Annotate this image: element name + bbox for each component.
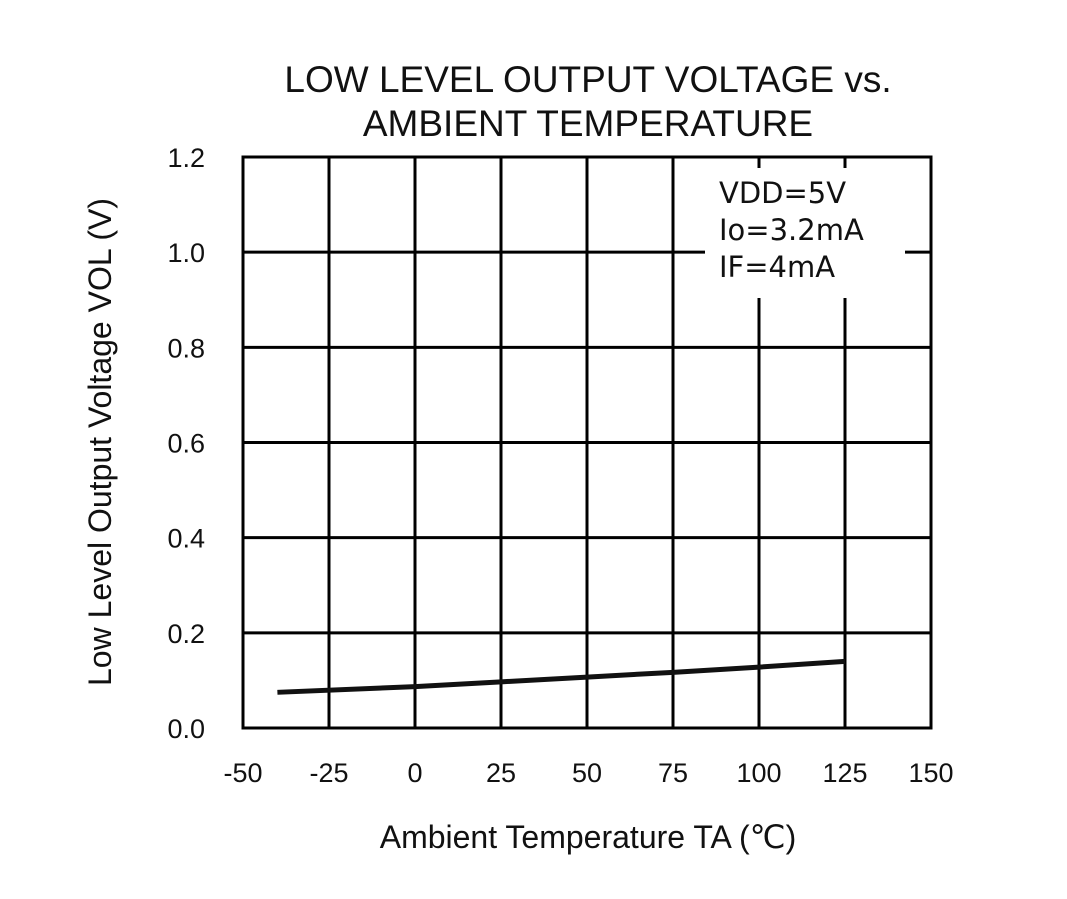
chart-title-line-2: AMBIENT TEMPERATURE [363, 103, 813, 144]
y-axis-label: Low Level Output Voltage VOL (V) [82, 198, 118, 686]
y-tick-label: 0.2 [167, 619, 205, 649]
annotation-line-io: Io=3.2mA [719, 213, 864, 247]
y-tick-label: 0.4 [167, 524, 205, 554]
plot-area-frame [241, 155, 933, 730]
x-axis-ticks: -50 -25 0 25 50 75 100 125 150 [223, 758, 953, 788]
x-tick-label: -25 [309, 758, 348, 788]
series-line-0 [277, 658, 846, 695]
x-axis-label: Ambient Temperature TA (℃) [380, 819, 797, 855]
y-tick-label: 0.8 [167, 333, 205, 363]
annotation-line-vdd: VDD=5V [719, 176, 846, 210]
series-layer [277, 658, 846, 695]
x-tick-label: 100 [736, 758, 781, 788]
y-tick-label: 1.0 [167, 238, 205, 268]
y-axis-ticks: 0.0 0.2 0.4 0.6 0.8 1.0 1.2 [167, 143, 205, 744]
y-tick-label: 0.6 [167, 429, 205, 459]
annotation-background [705, 168, 905, 298]
x-tick-label: -50 [223, 758, 262, 788]
annotation-line-if: IF=4mA [719, 250, 835, 284]
x-tick-label: 25 [486, 758, 516, 788]
x-tick-label: 125 [822, 758, 867, 788]
x-tick-label: 150 [908, 758, 953, 788]
x-tick-label: 0 [407, 758, 422, 788]
x-tick-label: 50 [572, 758, 602, 788]
y-tick-label: 1.2 [167, 143, 205, 173]
chart-title-line-1: LOW LEVEL OUTPUT VOLTAGE vs. [284, 59, 891, 100]
y-tick-label: 0.0 [167, 714, 205, 744]
x-tick-label: 75 [658, 758, 688, 788]
